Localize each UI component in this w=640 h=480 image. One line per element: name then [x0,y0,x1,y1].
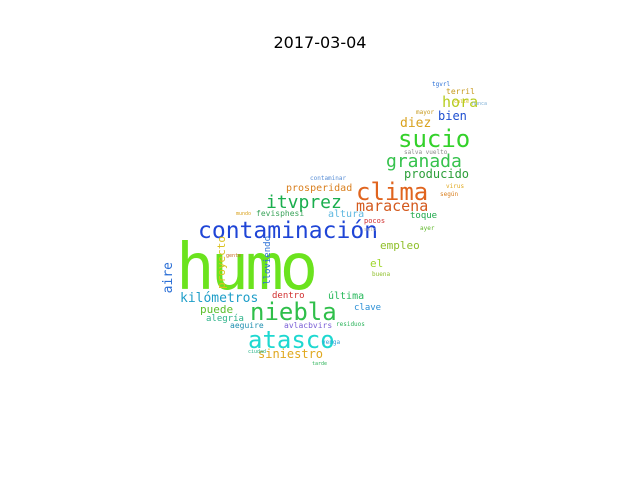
word-dentro: dentro [272,291,305,301]
word-siniestro: siniestro [258,347,324,361]
word-puede: puede [200,303,234,316]
word-clave: clave [354,303,382,313]
word-itvprez: itvprez [266,192,342,213]
word-ultima: última [328,291,365,302]
word-mundo: mundo [236,211,252,217]
word-buena: buena [372,271,391,278]
word-terril: terril [446,87,475,96]
word-alegria: alegría [206,314,244,324]
chart-title: 2017-03-04 [273,33,367,52]
word-niebla: niebla [250,298,337,326]
word-virus: virus [446,183,465,190]
word-lloviendo: lloviendo [263,236,273,285]
word-tarde: tarde [312,361,328,367]
word-altura: altura [328,209,365,220]
word-proyecto: proyecto [215,236,228,289]
word-contaminacion: contaminación [198,218,379,244]
word-bien: bien [438,109,467,123]
word-segun: según [440,191,459,198]
word-aire: aire [161,262,176,294]
word-residuos: residuos [336,321,365,328]
word-fevisphesi: fevisphesi [256,209,305,218]
word-granada: granada [386,151,462,172]
word-solo: solo [364,227,377,233]
word-clima: clima [356,178,429,206]
word-venga: venga [322,339,341,346]
word-hora: hora [442,93,479,111]
word-sucio: sucio [398,125,471,153]
word-atasco: atasco [248,326,335,354]
word-prosperidad: prosperidad [286,183,353,194]
word-kilometros: kilómetros [180,291,259,306]
word-ciudad: ciudad [248,349,267,355]
word-gente: gente [226,253,242,259]
word-toque: toque [410,211,438,221]
word-maracena: maracena [356,197,429,215]
word-aeguire: aeguire [230,321,264,330]
word-avlacbvirs: avlacbvirs [284,321,333,330]
word-mayor: mayor [416,109,435,116]
word-nunca: nunca [472,101,488,107]
word-pocos: pocos [364,217,386,225]
word-salva: salva vuelto [404,149,448,156]
word-contaminar: contaminar [310,175,347,182]
word-el: el [370,257,384,270]
word-producido: producido [404,167,470,181]
word-empleo: empleo [380,239,420,252]
word-tgvrl: tgvrl [432,81,451,88]
word-diez: diez [400,116,432,131]
word-ayer: ayer [420,225,435,232]
word-calle: calle [454,99,470,105]
word-humo: humo [176,231,318,305]
